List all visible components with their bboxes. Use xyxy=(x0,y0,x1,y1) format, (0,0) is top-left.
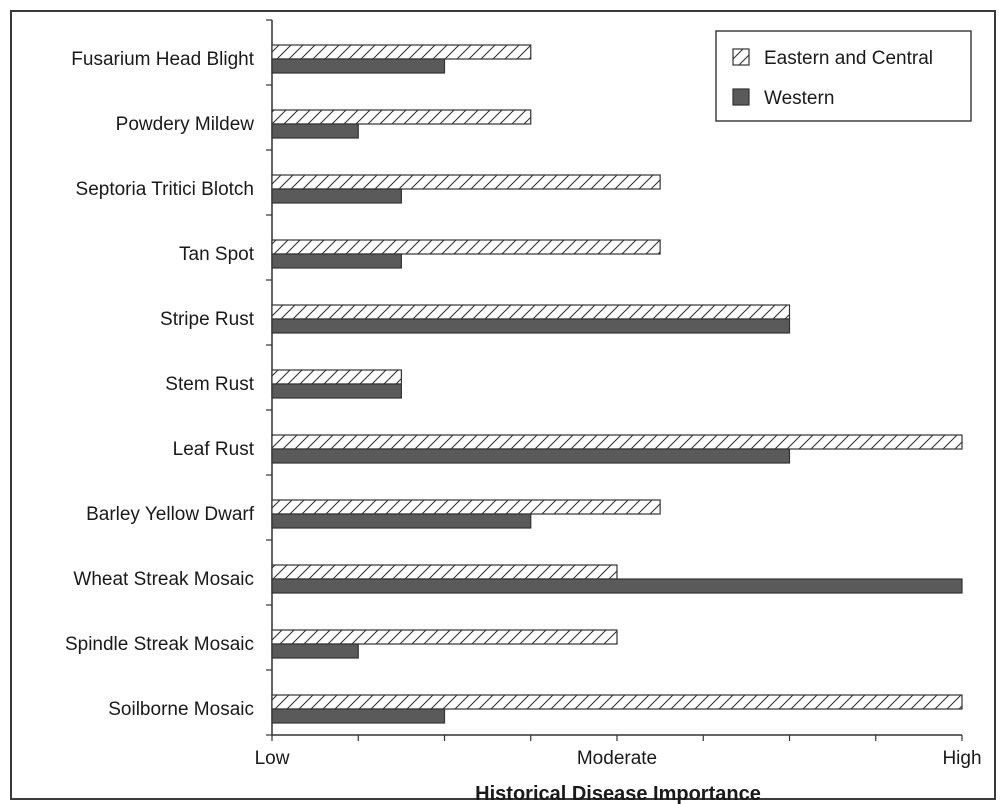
bar-western-soilborne-mosaic xyxy=(271,708,446,724)
category-label-tan-spot: Tan Spot xyxy=(179,244,255,265)
legend-label-western: Western xyxy=(764,88,834,109)
category-label-stem-rust: Stem Rust xyxy=(165,374,254,395)
bar-eastern-and-central-leaf-rust xyxy=(271,434,963,450)
category-labels-group: Fusarium Head Blight Powdery Mildew Septor… xyxy=(65,49,255,720)
legend-label-eastern-and-central: Eastern and Central xyxy=(764,48,933,69)
bar-eastern-and-central-septoria-tritici-blotch xyxy=(271,174,661,190)
category-label-barley-yellow-dwarf: Barley Yellow Dwarf xyxy=(86,504,255,525)
x-axis-title: Historical Disease Importance xyxy=(475,783,761,804)
bar-western-septoria-tritici-blotch xyxy=(271,188,402,204)
bar-eastern-and-central-spindle-streak-mosaic xyxy=(271,629,618,645)
bar-western-stripe-rust xyxy=(271,318,791,334)
bar-eastern-and-central-soilborne-mosaic xyxy=(271,694,963,710)
bar-western-stem-rust xyxy=(271,383,402,399)
category-label-spindle-streak-mosaic: Spindle Streak Mosaic xyxy=(65,634,254,655)
bar-western-wheat-streak-mosaic xyxy=(271,578,963,594)
category-label-powdery-mildew: Powdery Mildew xyxy=(116,114,255,135)
legend-swatch-western xyxy=(732,88,750,106)
x-ticks-group: Low Moderate High xyxy=(255,748,982,769)
category-label-soilborne-mosaic: Soilborne Mosaic xyxy=(108,699,254,720)
bar-eastern-and-central-stem-rust xyxy=(271,369,402,385)
bar-eastern-and-central-wheat-streak-mosaic xyxy=(271,564,618,580)
bar-eastern-and-central-stripe-rust xyxy=(271,304,791,320)
legend-swatch-eastern-and-central xyxy=(732,48,750,66)
bar-western-fusarium-head-blight xyxy=(271,58,446,74)
x-tick-label-low: Low xyxy=(255,748,290,769)
category-label-septoria-tritici-blotch: Septoria Tritici Blotch xyxy=(76,179,254,200)
category-label-fusarium-head-blight: Fusarium Head Blight xyxy=(71,49,254,70)
bar-eastern-and-central-fusarium-head-blight xyxy=(271,44,532,60)
bar-western-barley-yellow-dwarf xyxy=(271,513,532,529)
category-label-stripe-rust: Stripe Rust xyxy=(160,309,255,330)
bar-eastern-and-central-powdery-mildew xyxy=(271,109,532,125)
bar-eastern-and-central-barley-yellow-dwarf xyxy=(271,499,661,515)
x-tick-label-high: High xyxy=(942,748,981,769)
x-tick-label-moderate: Moderate xyxy=(577,748,657,769)
bar-western-leaf-rust xyxy=(271,448,791,464)
category-label-wheat-streak-mosaic: Wheat Streak Mosaic xyxy=(73,569,254,590)
legend-box xyxy=(715,30,972,122)
bar-western-spindle-streak-mosaic xyxy=(271,643,359,659)
bars-group xyxy=(271,44,963,724)
bar-western-tan-spot xyxy=(271,253,402,269)
category-label-leaf-rust: Leaf Rust xyxy=(173,439,255,460)
legend: Eastern and Central Western xyxy=(715,30,972,122)
bar-western-powdery-mildew xyxy=(271,123,359,139)
bar-eastern-and-central-tan-spot xyxy=(271,239,661,255)
chart-frame xyxy=(10,10,996,800)
